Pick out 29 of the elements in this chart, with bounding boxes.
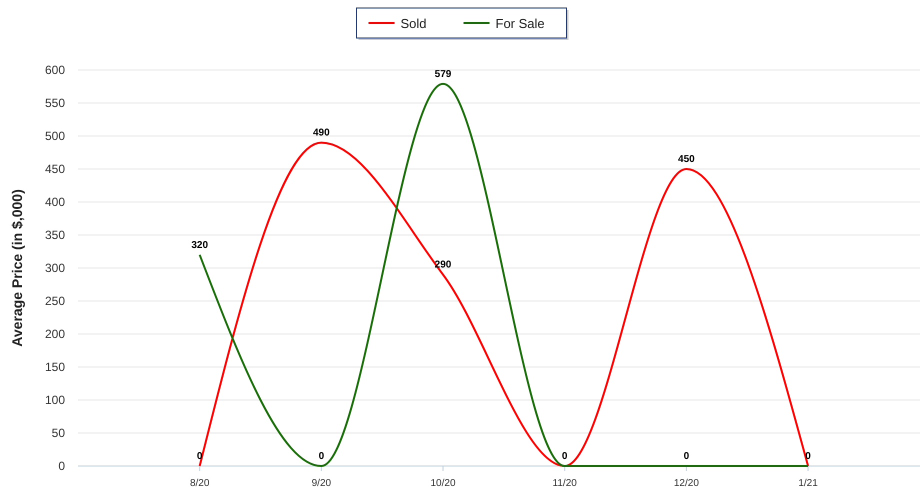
y-axis-title: Average Price (in $,000): [9, 189, 25, 347]
data-label: 0: [318, 451, 325, 462]
x-tick-label: 12/20: [674, 478, 700, 487]
data-label: 579: [434, 68, 452, 80]
data-label: 0: [684, 451, 690, 462]
y-tick-label: 100: [44, 393, 66, 407]
legend-label: Sold: [400, 16, 427, 31]
x-tick-label: 1/21: [798, 478, 818, 487]
data-label: 490: [313, 128, 330, 139]
y-tick-label: 500: [44, 129, 66, 143]
y-tick-label: 550: [44, 96, 66, 110]
x-tick-label: 11/20: [552, 478, 578, 487]
y-tick-label: 300: [44, 261, 66, 275]
y-tick-label: 50: [52, 426, 66, 440]
x-tick-label: 10/20: [430, 478, 456, 487]
y-tick-label: 150: [44, 360, 66, 374]
legend-label: For Sale: [496, 16, 545, 31]
y-tick-label: 200: [44, 327, 66, 341]
data-label: 450: [678, 154, 696, 165]
x-tick-label: 9/20: [312, 478, 332, 487]
x-tick-label: 8/20: [190, 478, 210, 487]
y-tick-label: 350: [44, 228, 66, 242]
y-tick-label: 250: [44, 294, 66, 308]
y-tick-label: 450: [44, 162, 66, 176]
y-tick-label: 600: [44, 63, 66, 77]
y-tick-label: 400: [44, 195, 66, 209]
y-tick-label: 0: [58, 459, 66, 473]
data-label: 320: [191, 240, 208, 251]
data-label: 0: [562, 451, 568, 462]
